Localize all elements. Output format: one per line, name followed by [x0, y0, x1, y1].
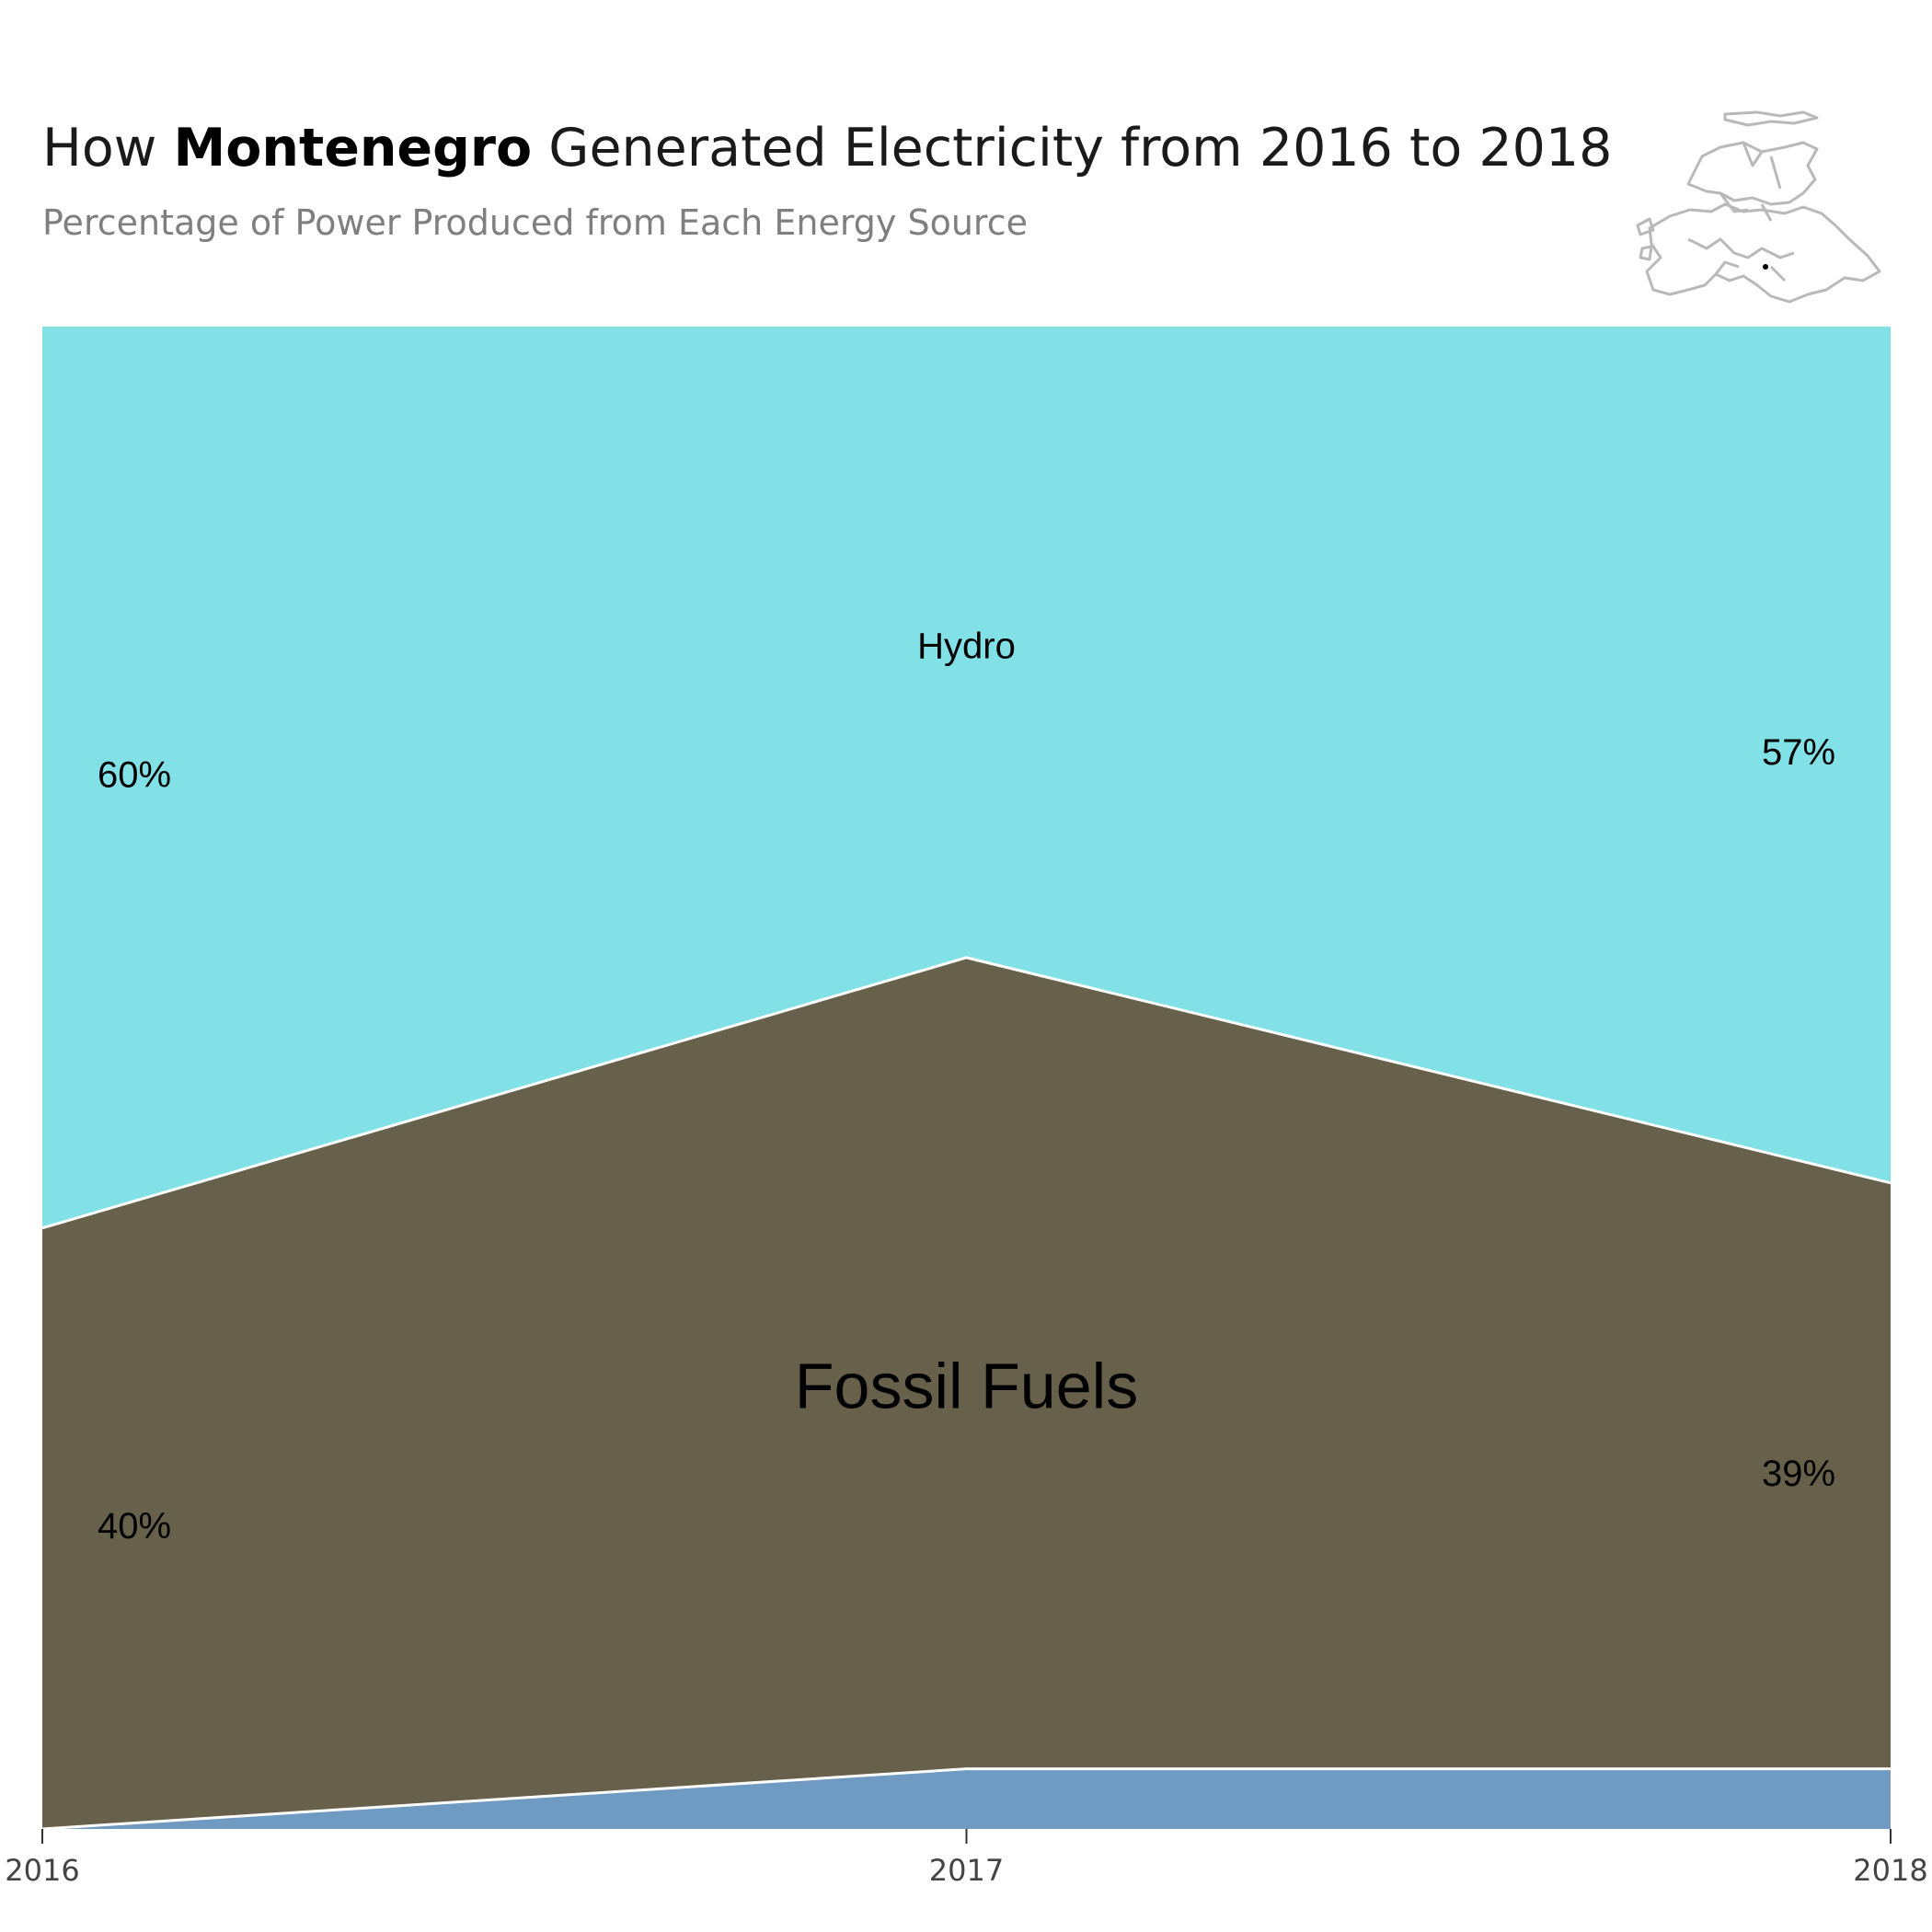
series-label-hydro: Hydro [917, 627, 1016, 667]
x-axis: 2016 2017 2018 [5, 1829, 1928, 1888]
x-tick-label: 2017 [929, 1853, 1004, 1888]
area-series-0 [42, 1768, 1891, 1829]
area-fossil-fuels [42, 957, 1891, 1829]
series-boundary-line [41, 1767, 1891, 1831]
series-boundary-line [41, 956, 1892, 1230]
chart-subtitle: Percentage of Power Produced from Each E… [42, 202, 1028, 243]
area-layers [41, 327, 1892, 1831]
europe-map-icon [1636, 110, 1881, 304]
percentage-label: 40% [98, 1506, 171, 1547]
percentage-label: 60% [98, 754, 171, 795]
series-label-fossil-fuels: Fossil Fuels [795, 1350, 1138, 1421]
chart-title: How Montenegro Generated Electricity fro… [42, 118, 1613, 178]
percentage-label: 57% [1762, 732, 1835, 773]
percentage-label: 39% [1762, 1454, 1835, 1494]
x-tick-label: 2018 [1853, 1853, 1927, 1888]
x-tick-label: 2016 [5, 1853, 79, 1888]
area-hydro [42, 327, 1891, 1228]
data-labels: 60% 57% 40% 39% Hydro Fossil Fuels [98, 627, 1835, 1547]
country-name: Montenegro [173, 118, 533, 178]
